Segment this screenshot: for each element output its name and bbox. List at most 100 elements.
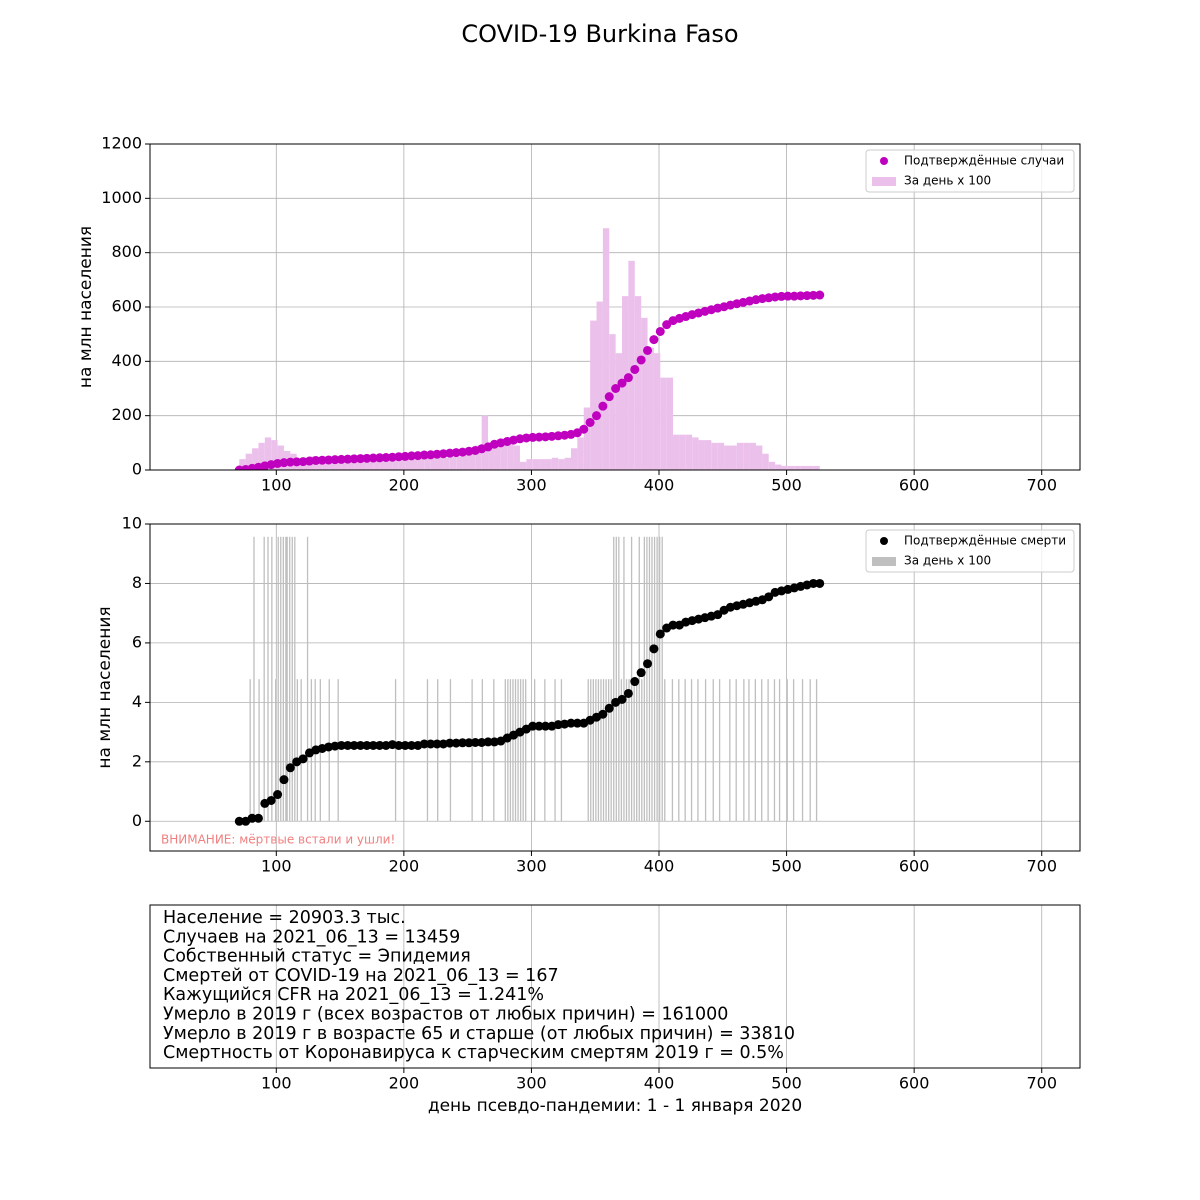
point: [349, 454, 359, 464]
bar: [560, 679, 563, 822]
point: [528, 721, 538, 731]
bar: [532, 459, 540, 470]
legend-label: За день x 100: [904, 554, 991, 568]
point: [285, 763, 295, 773]
point: [815, 578, 825, 588]
point: [407, 451, 417, 461]
bar: [587, 679, 589, 822]
point: [349, 740, 359, 750]
bar: [252, 448, 259, 470]
point: [808, 578, 818, 588]
y-axis-label: на млн населения: [76, 226, 96, 388]
bar: [735, 679, 737, 822]
bar: [424, 456, 431, 470]
point: [815, 290, 825, 300]
bar: [504, 679, 506, 822]
x-tick-label: 100: [261, 1074, 292, 1093]
bar: [519, 461, 527, 470]
bar: [525, 679, 527, 822]
x-tick-label: 300: [516, 476, 547, 495]
bar: [664, 679, 666, 822]
bar: [597, 679, 600, 822]
point: [285, 457, 295, 467]
bar: [786, 679, 788, 822]
bar: [590, 679, 592, 822]
bar: [544, 679, 546, 822]
bar: [494, 445, 501, 470]
bar: [328, 461, 335, 470]
bar: [449, 679, 452, 822]
bar: [761, 679, 763, 822]
point: [375, 453, 385, 463]
bar: [488, 448, 495, 470]
info-line: Смертность от Коронавируса к старческим …: [163, 1043, 784, 1063]
y-tick-label: 10: [122, 514, 142, 533]
point: [592, 411, 602, 421]
bar: [437, 679, 439, 822]
bar: [806, 465, 814, 470]
bar: [690, 679, 693, 822]
point: [623, 373, 633, 383]
info-line: Собственный статус = Эпидемия: [163, 947, 471, 967]
point: [343, 740, 353, 750]
y-tick-label: 400: [111, 351, 142, 370]
x-tick-label: 600: [899, 857, 930, 876]
bar: [641, 679, 643, 822]
point: [355, 454, 365, 464]
bar: [411, 459, 418, 470]
bar: [239, 459, 246, 470]
bar: [509, 679, 512, 822]
x-tick-label: 100: [261, 476, 292, 495]
point: [764, 592, 774, 602]
bar: [643, 536, 646, 822]
bar: [291, 536, 293, 822]
x-tick-label: 600: [899, 1074, 930, 1093]
x-tick-label: 200: [389, 1074, 420, 1093]
bar: [615, 353, 623, 470]
bar: [341, 463, 348, 470]
bar: [551, 457, 559, 470]
legend-box: [865, 149, 1075, 193]
bar: [754, 679, 756, 822]
point: [234, 816, 244, 826]
point: [579, 424, 589, 434]
annotation: ВНИМАНИЕ: мёртвые встали и ушли!: [161, 833, 395, 847]
point: [368, 740, 378, 750]
bar: [648, 536, 651, 822]
bar: [526, 459, 533, 470]
point: [407, 740, 417, 750]
bar: [334, 461, 342, 470]
point: [623, 688, 633, 698]
bar: [456, 456, 463, 470]
bar: [600, 679, 602, 822]
point: [324, 455, 334, 465]
bar: [602, 679, 605, 822]
bar: [673, 434, 680, 470]
bar: [620, 679, 623, 822]
bar: [294, 536, 296, 822]
info-line: Кажущийся CFR на 2021_06_13 = 1.241%: [163, 985, 544, 1005]
bar: [659, 536, 661, 822]
bar: [647, 347, 654, 470]
bar: [449, 456, 457, 470]
bar: [267, 536, 269, 822]
bar: [775, 464, 782, 470]
bar: [607, 679, 610, 822]
bar: [704, 679, 707, 822]
bar: [539, 459, 546, 470]
bar: [517, 679, 519, 822]
point: [585, 417, 595, 427]
bar: [641, 317, 648, 470]
bar: [500, 442, 508, 470]
legend-marker: [880, 157, 888, 165]
point: [368, 453, 378, 463]
bar: [258, 679, 260, 822]
bar: [558, 459, 565, 470]
point: [572, 718, 582, 728]
x-tick-label: 300: [516, 857, 547, 876]
point: [783, 291, 793, 301]
axes-frame: [149, 143, 1081, 471]
x-tick-label: 400: [644, 1074, 675, 1093]
bar: [322, 461, 329, 470]
point: [298, 754, 308, 764]
